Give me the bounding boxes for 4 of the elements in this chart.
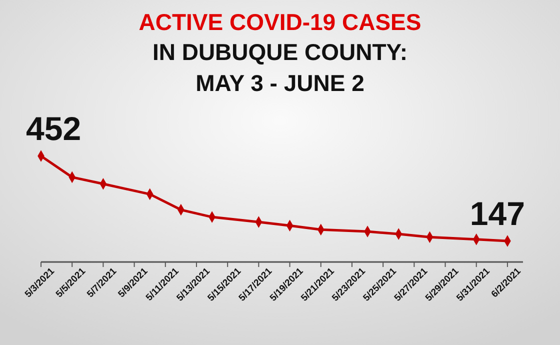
chart-subtitle: IN DUBUQUE COUNTY: MAY 3 - JUNE 2 (152, 39, 408, 96)
chart-title: ACTIVE COVID-19 CASES (138, 9, 422, 35)
data-label: 147 (470, 195, 525, 232)
data-label: 452 (26, 110, 82, 147)
